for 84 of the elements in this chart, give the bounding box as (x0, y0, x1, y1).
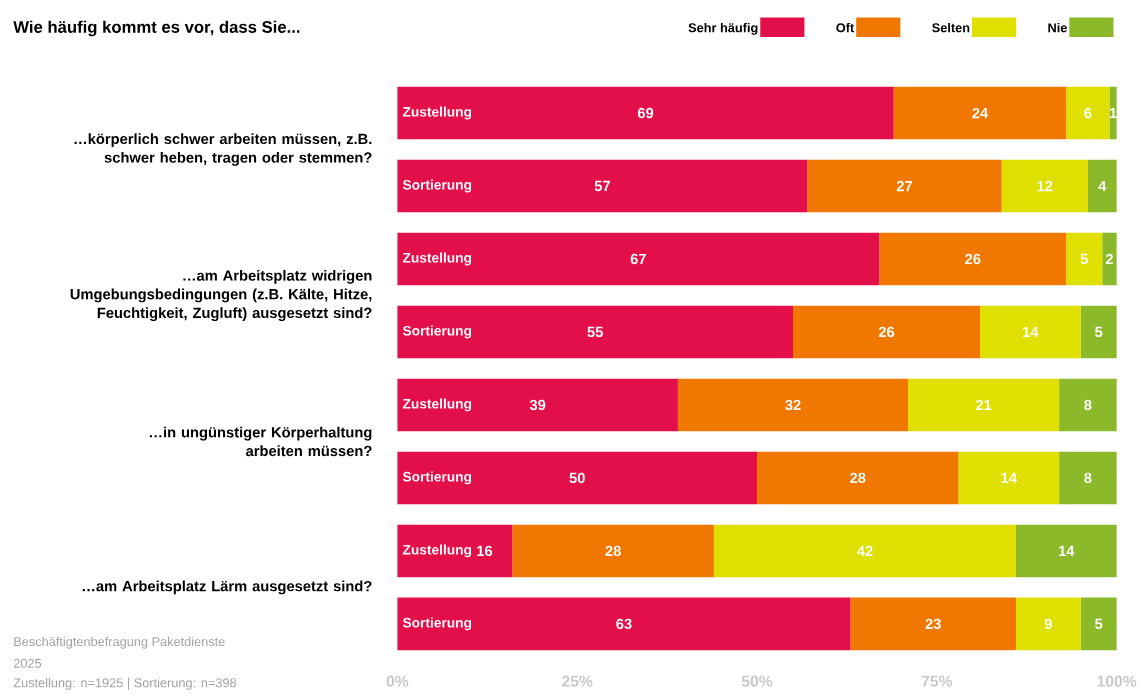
bar (397, 451, 758, 505)
bar (397, 159, 808, 213)
bar (807, 159, 1002, 213)
data-label: 67 (630, 253, 646, 265)
bar (850, 597, 1016, 651)
bar (1066, 232, 1103, 286)
data-label: 6 (1084, 107, 1092, 119)
data-label: 14 (1001, 473, 1017, 484)
bar (908, 378, 1060, 432)
y-tick-label: Sortierung (402, 471, 472, 485)
y-tick-label: Sortierung (402, 179, 472, 193)
data-label: 21 (975, 399, 992, 411)
data-label: 16 (477, 545, 493, 557)
bar (879, 232, 1067, 286)
data-label: 8 (1084, 472, 1092, 484)
bar (1015, 524, 1117, 578)
bar (713, 524, 1016, 578)
data-label: 5 (1095, 326, 1103, 338)
data-label: 14 (1059, 545, 1075, 557)
data-label: 2 (1105, 253, 1113, 265)
data-label: 39 (529, 399, 546, 411)
text: Beschäftigtenbefragung Paketdienste (14, 636, 225, 649)
bar (1015, 597, 1081, 651)
bar (792, 305, 980, 359)
y-tick-label: Sortierung (402, 617, 472, 631)
text: …am Arbeitsplatz Lärm ausgesetzt sind? (82, 580, 372, 595)
y-tick-label: Sortierung (402, 325, 472, 339)
legend-label: Selten (932, 23, 970, 33)
bar (1066, 86, 1110, 140)
bar (1080, 597, 1117, 651)
text: Wie häufig kommt es vor, dass Sie... (13, 20, 300, 37)
data-label: 9 (1044, 618, 1052, 630)
data-label: 5 (1080, 254, 1088, 265)
y-tick-label: Zustellung (402, 398, 472, 412)
bar (1102, 232, 1117, 286)
data-label: 69 (637, 107, 654, 119)
bar (893, 86, 1067, 140)
text: …in ungünstiger Körperhaltung arbeiten müssen? (149, 426, 372, 457)
data-label: 1 (1109, 108, 1117, 119)
data-label: 14 (1023, 327, 1039, 338)
bar (980, 305, 1081, 359)
y-tick-label: Zustellung (402, 544, 472, 558)
legend-label: Oft (836, 23, 855, 33)
bar (397, 378, 678, 432)
data-label: 23 (925, 618, 941, 630)
y-tick-label: Zustellung (402, 106, 472, 120)
text: …am Arbeitsplatz widrigen Umgebungsbedingungen (z.B. Kälte, Hitze, Feuchtigkeit, Zugluft) ausgesetzt sind? (70, 270, 372, 322)
bar (1001, 159, 1088, 213)
bar (397, 524, 513, 578)
bar (1087, 159, 1117, 213)
bar (397, 232, 880, 286)
data-label: 42 (856, 545, 873, 557)
data-label: 27 (896, 181, 913, 192)
data-label: 55 (587, 326, 603, 338)
data-label: 28 (605, 545, 621, 557)
data-label: 5 (1095, 618, 1103, 630)
bar (397, 597, 851, 651)
data-label: 26 (965, 253, 981, 265)
bar (757, 451, 959, 505)
bar (512, 524, 714, 578)
data-label: 28 (850, 472, 866, 484)
y-tick-label: Zustellung (402, 252, 472, 266)
bar (958, 451, 1060, 505)
data-label: 32 (785, 399, 801, 411)
legend-label: Nie (1048, 23, 1067, 33)
bar (1109, 86, 1117, 140)
text: 2025 (13, 658, 42, 668)
bar (397, 305, 793, 359)
data-label: 24 (972, 108, 989, 119)
text: …körperlich schwer arbeiten müssen, z.B. schwer heben, tragen oder stemmen? (74, 133, 372, 166)
bar (1080, 305, 1117, 359)
data-label: 63 (616, 618, 632, 630)
data-label: 4 (1098, 181, 1107, 192)
data-label: 57 (594, 181, 610, 192)
bar (1059, 451, 1117, 505)
bar (1059, 378, 1117, 432)
legend-label: Sehr häufig (688, 23, 758, 36)
bar (677, 378, 909, 432)
data-label: 26 (878, 326, 895, 338)
data-label: 12 (1037, 181, 1053, 192)
bar (397, 86, 894, 140)
data-label: 50 (569, 472, 585, 484)
data-label: 8 (1084, 399, 1092, 411)
text: Zustellung: n=1925 | Sortierung: n=398 (13, 678, 237, 691)
